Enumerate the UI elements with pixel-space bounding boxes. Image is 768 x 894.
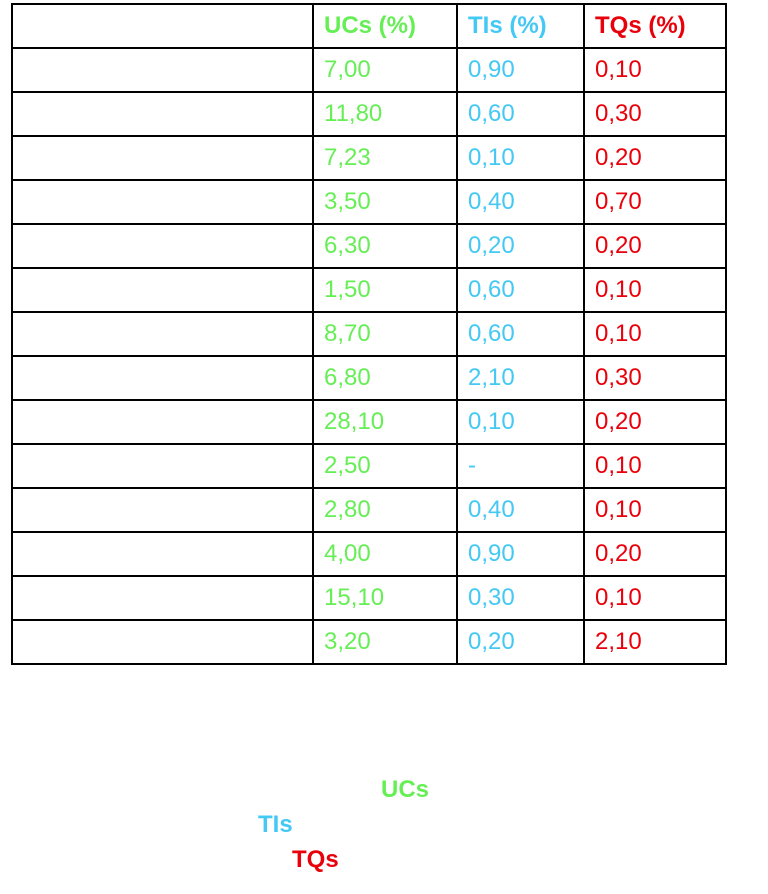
ucs-cell: 2,50 bbox=[312, 443, 458, 489]
tqs-cell: 0,10 bbox=[583, 575, 727, 621]
tqs-cell: 0,70 bbox=[583, 179, 727, 225]
tqs-cell: 0,30 bbox=[583, 91, 727, 137]
table-row: 6,30 0,20 0,20 bbox=[11, 223, 727, 269]
tis-cell: 0,40 bbox=[456, 487, 585, 533]
header-cell-tis: TIs (%) bbox=[456, 3, 585, 49]
row-label-cell bbox=[11, 267, 314, 313]
tis-cell: 0,20 bbox=[456, 223, 585, 269]
legend-label-tqs: TQs bbox=[292, 846, 339, 873]
ucs-cell: 3,20 bbox=[312, 619, 458, 665]
row-label-cell bbox=[11, 355, 314, 401]
ucs-cell: 3,50 bbox=[312, 179, 458, 225]
data-table: UCs (%) TIs (%) TQs (%) 7,00 0,90 0,10 11,8… bbox=[11, 3, 727, 665]
ucs-cell: 6,30 bbox=[312, 223, 458, 269]
tis-cell: 0,60 bbox=[456, 267, 585, 313]
ucs-cell: 11,80 bbox=[312, 91, 458, 137]
tis-cell: 0,30 bbox=[456, 575, 585, 621]
ucs-cell: 2,80 bbox=[312, 487, 458, 533]
table-row: 8,70 0,60 0,10 bbox=[11, 311, 727, 357]
tis-cell: 0,40 bbox=[456, 179, 585, 225]
table-row: 4,00 0,90 0,20 bbox=[11, 531, 727, 577]
tqs-cell: 2,10 bbox=[583, 619, 727, 665]
table-row: 15,10 0,30 0,10 bbox=[11, 575, 727, 621]
tis-cell: 2,10 bbox=[456, 355, 585, 401]
tis-cell: 0,60 bbox=[456, 311, 585, 357]
ucs-cell: 15,10 bbox=[312, 575, 458, 621]
row-label-cell bbox=[11, 91, 314, 137]
row-label-cell bbox=[11, 575, 314, 621]
row-label-cell bbox=[11, 179, 314, 225]
row-label-cell bbox=[11, 443, 314, 489]
row-label-cell bbox=[11, 47, 314, 93]
tqs-cell: 0,10 bbox=[583, 47, 727, 93]
tqs-cell: 0,20 bbox=[583, 223, 727, 269]
tqs-cell: 0,20 bbox=[583, 531, 727, 577]
tis-cell: 0,10 bbox=[456, 399, 585, 445]
tis-cell: 0,10 bbox=[456, 135, 585, 181]
tqs-cell: 0,10 bbox=[583, 311, 727, 357]
table-row: 1,50 0,60 0,10 bbox=[11, 267, 727, 313]
tis-cell: 0,20 bbox=[456, 619, 585, 665]
header-cell-empty bbox=[11, 3, 314, 49]
ucs-cell: 6,80 bbox=[312, 355, 458, 401]
header-cell-ucs: UCs (%) bbox=[312, 3, 458, 49]
ucs-cell: 8,70 bbox=[312, 311, 458, 357]
legend-label-ucs: UCs bbox=[381, 776, 430, 803]
row-label-cell bbox=[11, 135, 314, 181]
tqs-cell: 0,20 bbox=[583, 135, 727, 181]
tqs-cell: 0,10 bbox=[583, 487, 727, 533]
tqs-cell: 0,30 bbox=[583, 355, 727, 401]
ucs-cell: 7,00 bbox=[312, 47, 458, 93]
table-row: 11,80 0,60 0,30 bbox=[11, 91, 727, 137]
row-label-cell bbox=[11, 311, 314, 357]
tqs-cell: 0,20 bbox=[583, 399, 727, 445]
table-row: 7,23 0,10 0,20 bbox=[11, 135, 727, 181]
ucs-cell: 1,50 bbox=[312, 267, 458, 313]
table-row: 2,80 0,40 0,10 bbox=[11, 487, 727, 533]
row-label-cell bbox=[11, 487, 314, 533]
tqs-cell: 0,10 bbox=[583, 267, 727, 313]
ucs-cell: 28,10 bbox=[312, 399, 458, 445]
table-body: UCs (%) TIs (%) TQs (%) 7,00 0,90 0,10 11,8… bbox=[11, 3, 727, 665]
tis-cell: 0,90 bbox=[456, 47, 585, 93]
row-label-cell bbox=[11, 531, 314, 577]
tis-cell: 0,90 bbox=[456, 531, 585, 577]
row-label-cell bbox=[11, 399, 314, 445]
legend-label-tis: TIs bbox=[258, 811, 293, 838]
row-label-cell bbox=[11, 223, 314, 269]
tis-cell: 0,60 bbox=[456, 91, 585, 137]
ucs-cell: 4,00 bbox=[312, 531, 458, 577]
table-row: 3,20 0,20 2,10 bbox=[11, 619, 727, 665]
header-cell-tqs: TQs (%) bbox=[583, 3, 727, 49]
ucs-cell: 7,23 bbox=[312, 135, 458, 181]
table-row: 3,50 0,40 0,70 bbox=[11, 179, 727, 225]
header-row: UCs (%) TIs (%) TQs (%) bbox=[11, 3, 727, 49]
row-label-cell bbox=[11, 619, 314, 665]
table-row: 2,50-0,10 bbox=[11, 443, 727, 489]
table-row: 7,00 0,90 0,10 bbox=[11, 47, 727, 93]
tqs-cell: 0,10 bbox=[583, 443, 727, 489]
table-row: 28,10 0,10 0,20 bbox=[11, 399, 727, 445]
tis-cell: - bbox=[456, 443, 585, 489]
table-row: 6,80 2,10 0,30 bbox=[11, 355, 727, 401]
